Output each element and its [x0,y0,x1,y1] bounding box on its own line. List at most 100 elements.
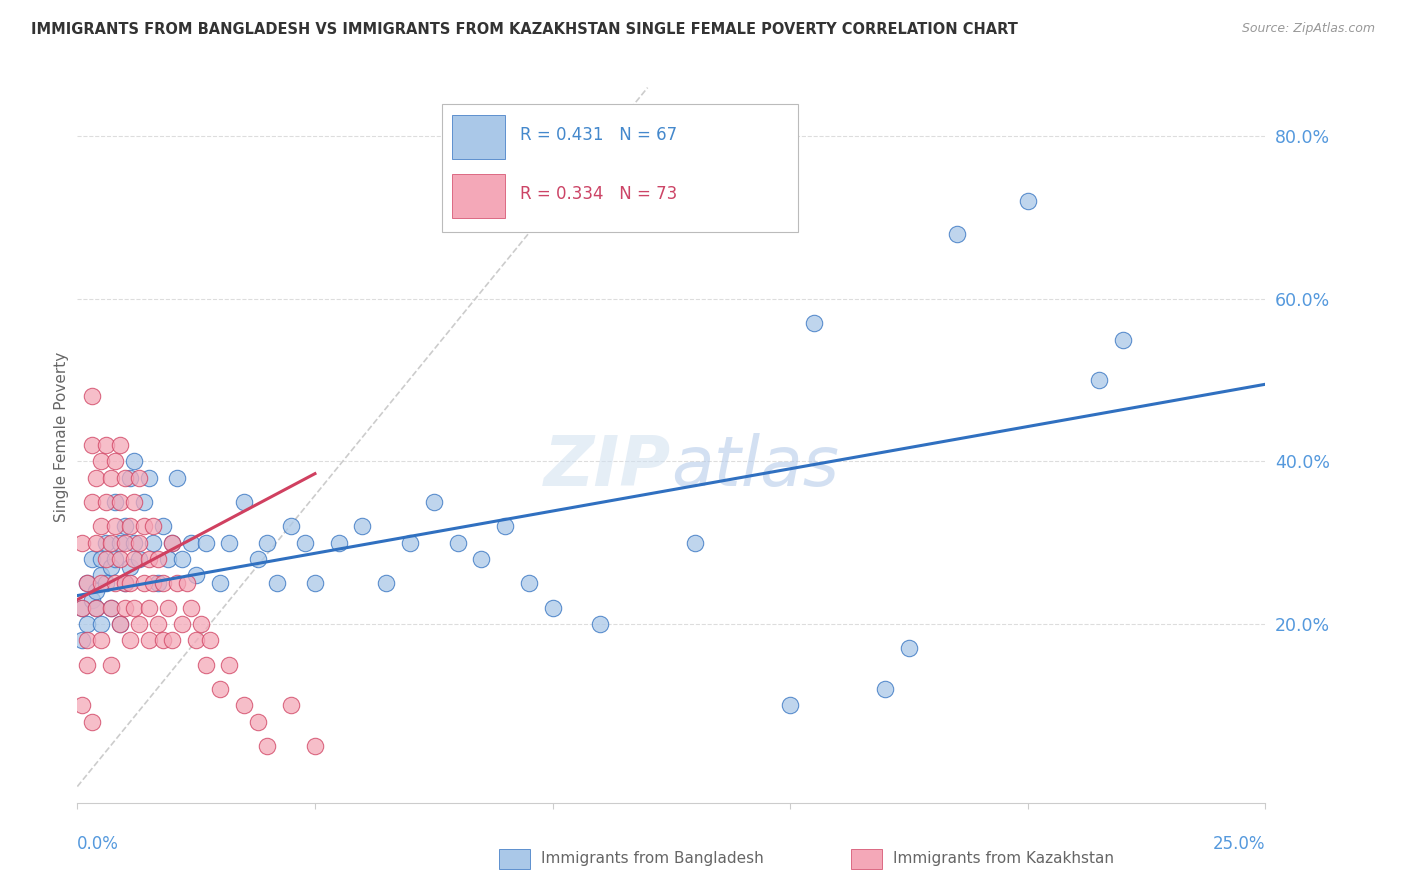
Y-axis label: Single Female Poverty: Single Female Poverty [53,352,69,522]
Point [86,600,108,615]
Point [232,495,254,509]
Point [100,600,122,615]
Point [166,471,188,485]
Point [1112,333,1135,347]
Point [142,576,165,591]
Point [246,552,269,566]
Point [90,576,112,591]
Point [108,438,131,452]
Point [194,657,217,672]
Point [176,576,198,591]
Point [118,633,141,648]
Point [70,535,93,549]
Point [104,576,127,591]
Point [108,617,131,632]
Point [162,535,184,549]
Text: atlas: atlas [672,433,839,500]
Point [90,617,112,632]
Point [108,617,131,632]
Point [80,592,103,607]
Point [114,600,136,615]
Point [128,617,150,632]
Text: Source: ZipAtlas.com: Source: ZipAtlas.com [1241,22,1375,36]
Point [138,471,160,485]
Point [146,552,169,566]
Point [399,535,422,549]
Point [162,535,184,549]
Point [208,681,231,696]
Point [80,438,103,452]
Point [124,495,146,509]
Point [94,438,117,452]
Point [875,681,897,696]
Point [90,552,112,566]
Point [180,600,202,615]
Point [90,633,112,648]
Point [124,454,146,468]
Point [114,576,136,591]
Point [86,471,108,485]
Point [304,739,326,753]
Point [1088,373,1111,387]
Point [218,657,240,672]
Point [142,535,165,549]
Point [423,495,446,509]
Text: R = 0.334   N = 73: R = 0.334 N = 73 [520,185,678,202]
Text: ZIP: ZIP [544,433,672,500]
Text: IMMIGRANTS FROM BANGLADESH VS IMMIGRANTS FROM KAZAKHSTAN SINGLE FEMALE POVERTY C: IMMIGRANTS FROM BANGLADESH VS IMMIGRANTS… [31,22,1018,37]
Point [446,535,468,549]
Point [104,552,127,566]
Point [803,316,825,330]
Point [470,552,492,566]
Text: 25.0%: 25.0% [1213,835,1265,854]
Point [76,576,98,591]
Point [90,454,112,468]
Point [86,600,108,615]
Point [146,576,169,591]
Point [186,633,208,648]
Point [76,617,98,632]
Point [128,552,150,566]
Point [683,535,706,549]
Point [218,535,240,549]
Point [200,633,222,648]
Bar [451,174,505,218]
Point [170,552,193,566]
Point [100,471,122,485]
Point [180,535,202,549]
Point [94,535,117,549]
Point [152,519,174,533]
Point [352,519,374,533]
Point [118,519,141,533]
Text: 0.0%: 0.0% [77,835,120,854]
Point [114,535,136,549]
Point [138,600,160,615]
Point [779,698,801,713]
Point [132,519,155,533]
Point [108,495,131,509]
Point [100,535,122,549]
Point [304,576,326,591]
Point [138,552,160,566]
Point [76,657,98,672]
Point [280,519,302,533]
Point [152,576,174,591]
Point [256,739,278,753]
Point [114,471,136,485]
Point [100,560,122,574]
Point [80,552,103,566]
Point [104,495,127,509]
Point [280,698,302,713]
Point [294,535,316,549]
Point [118,576,141,591]
Point [90,519,112,533]
Text: R = 0.431   N = 67: R = 0.431 N = 67 [520,126,678,144]
Point [266,576,288,591]
Point [100,657,122,672]
Point [104,454,127,468]
Point [76,633,98,648]
Point [142,519,165,533]
Point [86,535,108,549]
Bar [451,115,505,159]
Point [138,633,160,648]
